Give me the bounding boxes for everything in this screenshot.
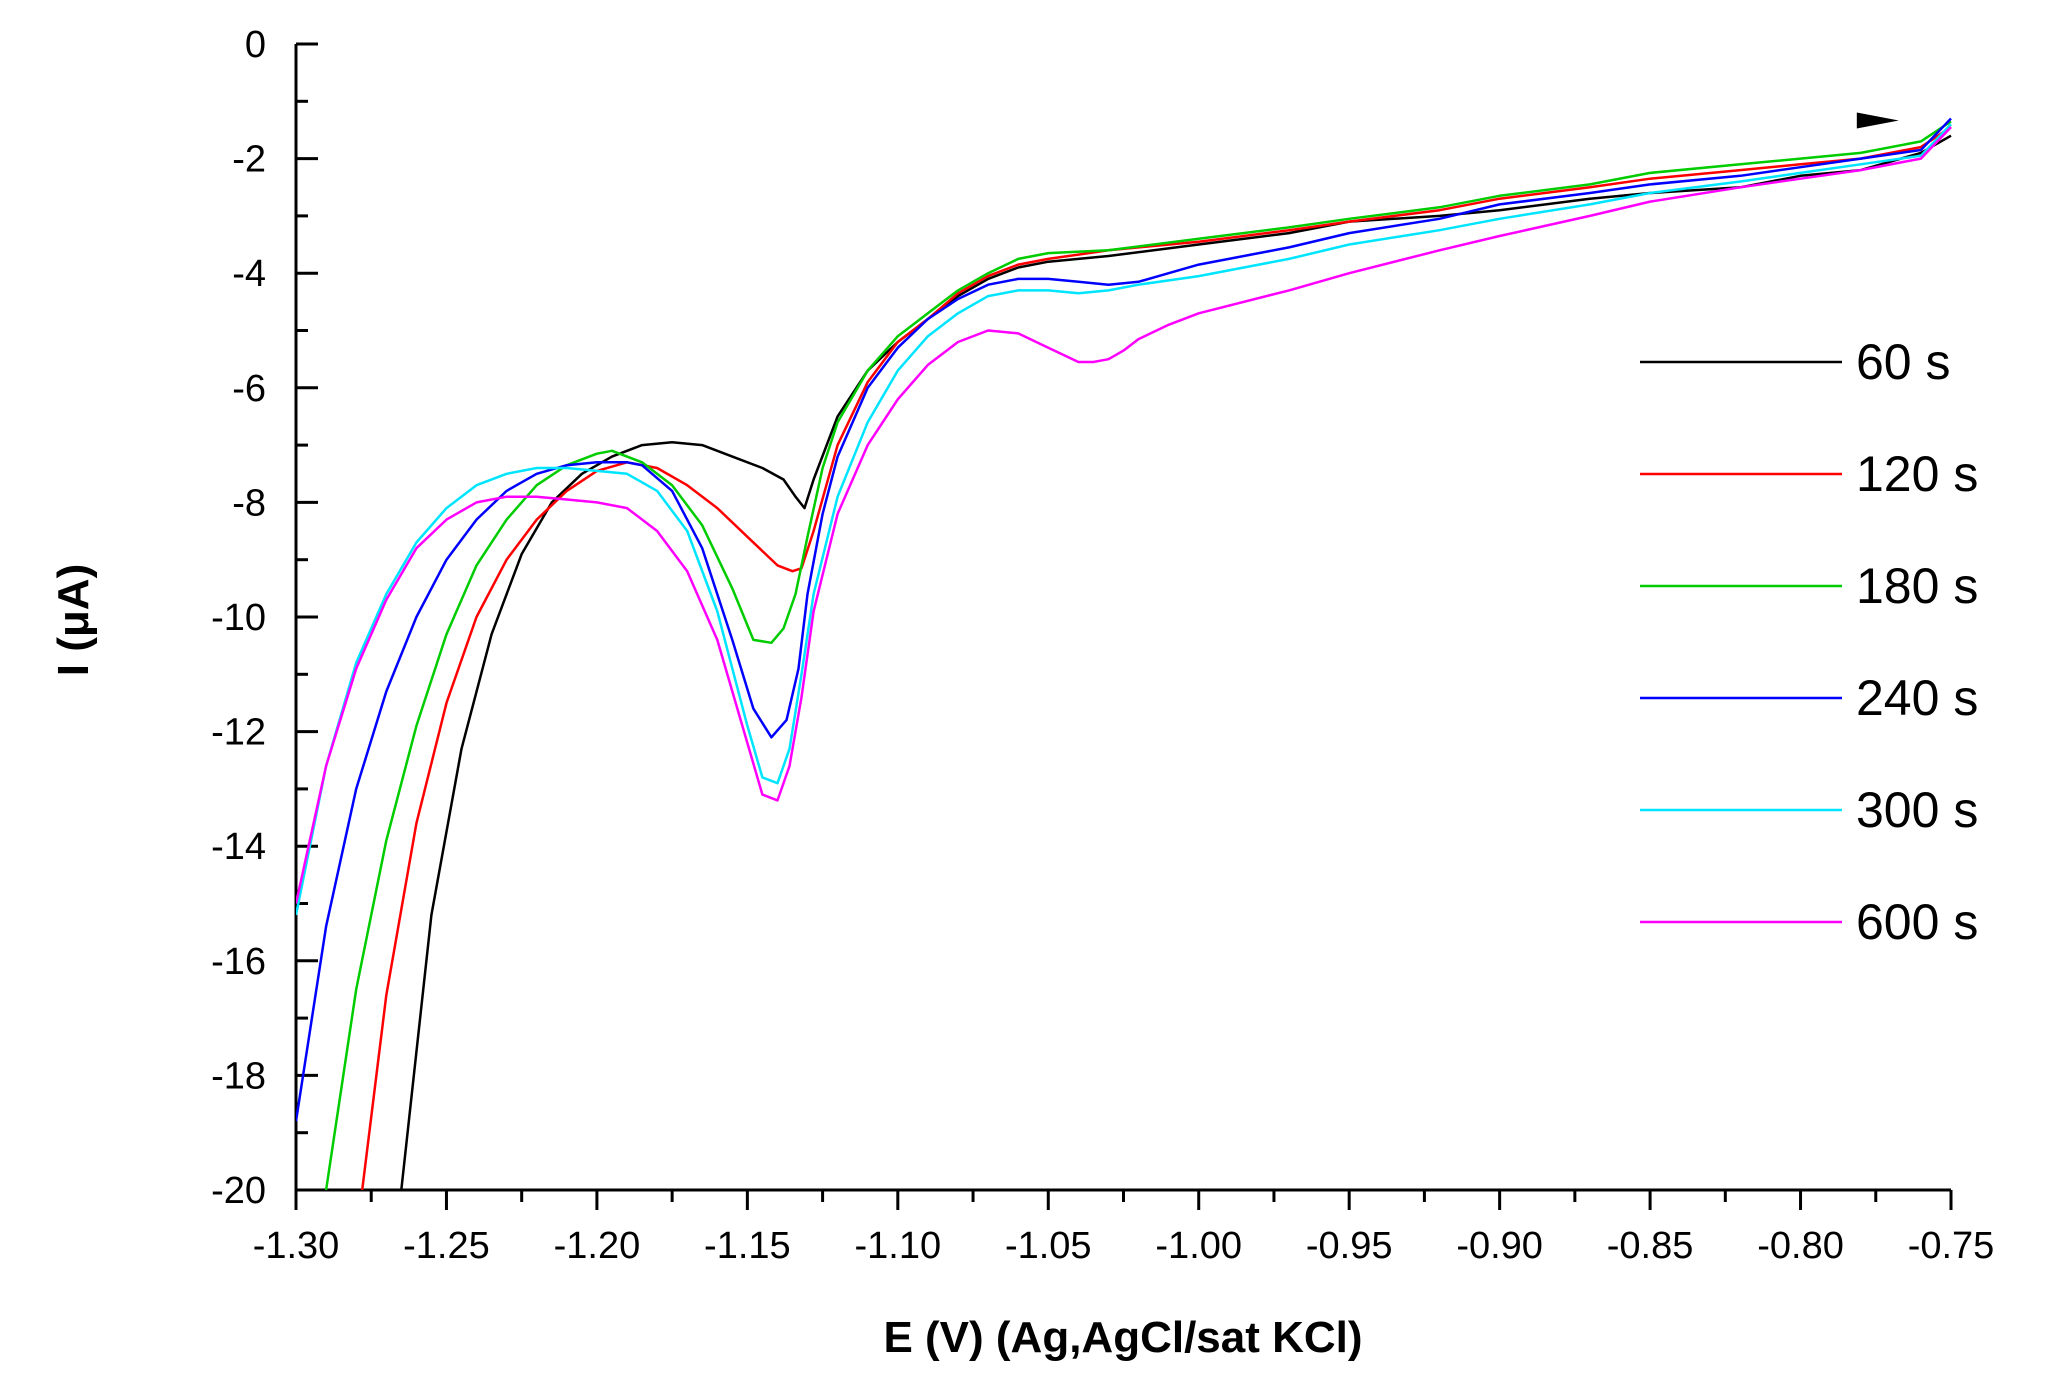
x-tick-label: -0.75: [1908, 1225, 1995, 1267]
y-tick-label: -18: [211, 1055, 266, 1097]
x-tick-label: -0.95: [1306, 1225, 1393, 1267]
y-tick-label: -20: [211, 1170, 266, 1212]
y-tick-label: -10: [211, 597, 266, 639]
series-line-60-s: [400, 134, 1952, 1190]
y-tick-label: 0: [245, 24, 266, 66]
x-tick-label: -1.05: [1005, 1225, 1092, 1267]
x-axis-title: E (V) (Ag,AgCl/sat KCl): [883, 1313, 1362, 1362]
y-tick-label: -6: [232, 368, 266, 410]
legend-label: 120 s: [1856, 446, 1978, 502]
x-tick-label: -1.10: [855, 1225, 942, 1267]
legend-label: 240 s: [1856, 670, 1978, 726]
y-axis-title: I (μA): [49, 564, 98, 676]
y-tick-label: -8: [232, 482, 266, 524]
series-line-180-s: [324, 120, 1952, 1190]
y-tick-label: -12: [211, 712, 266, 754]
legend-label: 180 s: [1856, 558, 1978, 614]
legend-label: 60 s: [1856, 334, 1951, 390]
x-ticks: -1.30 -1.25 -1.20 -1.15 -1.10 -1.05 -1.00 -0.95…: [253, 1190, 1995, 1267]
x-tick-label: -0.90: [1456, 1225, 1543, 1267]
x-tick-label: -1.15: [704, 1225, 791, 1267]
series-line-600-s: [296, 126, 1952, 904]
series-group: [296, 117, 1952, 1190]
series-line-240-s: [296, 117, 1952, 1122]
y-tick-label: -2: [232, 139, 266, 181]
scan-direction-arrow-icon: [1856, 112, 1899, 129]
y-tick-label: -4: [232, 253, 266, 295]
x-tick-label: -1.30: [253, 1225, 340, 1267]
x-tick-label: -0.80: [1757, 1225, 1844, 1267]
x-tick-label: -1.25: [403, 1225, 490, 1267]
legend-label: 600 s: [1856, 894, 1978, 950]
series-line-120-s: [360, 126, 1952, 1190]
annotation-group: [1856, 112, 1899, 129]
legend: 60 s 120 s 180 s 240 s 300 s 600 s: [1640, 334, 1978, 950]
series-line-300-s: [296, 123, 1952, 916]
x-tick-label: -0.85: [1607, 1225, 1694, 1267]
axes: [294, 44, 1951, 1192]
y-tick-label: -14: [211, 826, 266, 868]
x-tick-label: -1.20: [554, 1225, 641, 1267]
y-ticks: 0 -2 -4 -6 -8 -10 -12 -14 -16 -18 -20: [211, 24, 318, 1212]
legend-label: 300 s: [1856, 782, 1978, 838]
y-tick-label: -16: [211, 941, 266, 983]
x-tick-label: -1.00: [1155, 1225, 1242, 1267]
